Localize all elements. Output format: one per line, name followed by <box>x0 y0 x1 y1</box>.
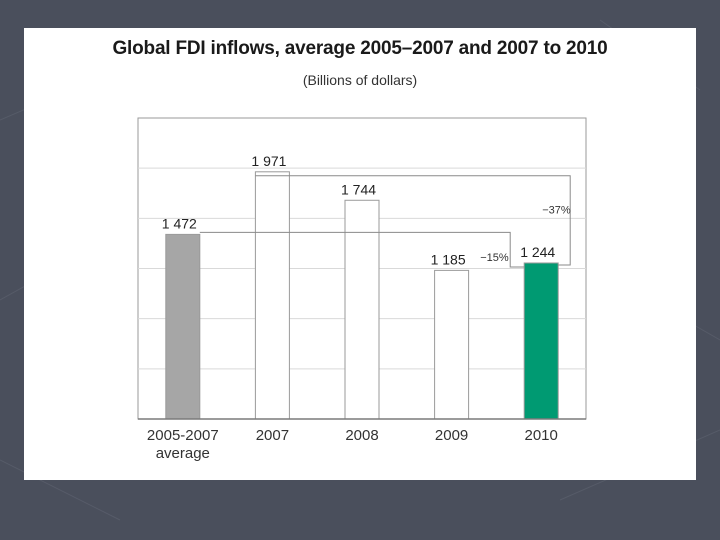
bar-3 <box>434 269 470 420</box>
data-label-3: 1 185 <box>431 251 466 267</box>
bar-0 <box>165 233 201 420</box>
chart-title: Global FDI inflows, average 2005–2007 an… <box>112 38 608 59</box>
annotation-minus37: −37% <box>542 204 571 216</box>
x-tick-label-3: 2009 <box>435 427 468 444</box>
bar-4 <box>523 262 559 420</box>
fdi-bar-chart: 1 472 1 971 1 744 1 185 1 244 2005-2007averag… <box>137 117 587 462</box>
data-label-4: 1 244 <box>520 244 555 260</box>
annotation-minus15: −15% <box>480 252 509 264</box>
bar-2 <box>344 199 380 420</box>
bracket-minus15 <box>199 231 525 268</box>
x-tick-label-4: 2010 <box>525 427 558 444</box>
x-tick-label-1: 2007 <box>256 427 289 444</box>
bracket-minus37 <box>255 175 571 266</box>
data-label-0: 1 472 <box>162 215 197 231</box>
chart-subtitle: (Billions of dollars) <box>302 72 418 88</box>
data-label-1: 1 971 <box>251 153 286 169</box>
data-label-2: 1 744 <box>341 181 376 197</box>
x-tick-label-0: 2005-2007 <box>147 427 219 444</box>
chart-card: Global FDI inflows, average 2005–2007 an… <box>24 28 696 480</box>
x-tick-label-2: 2008 <box>345 427 378 444</box>
x-tick-label-0: average <box>156 445 210 462</box>
bar-1 <box>254 171 290 420</box>
